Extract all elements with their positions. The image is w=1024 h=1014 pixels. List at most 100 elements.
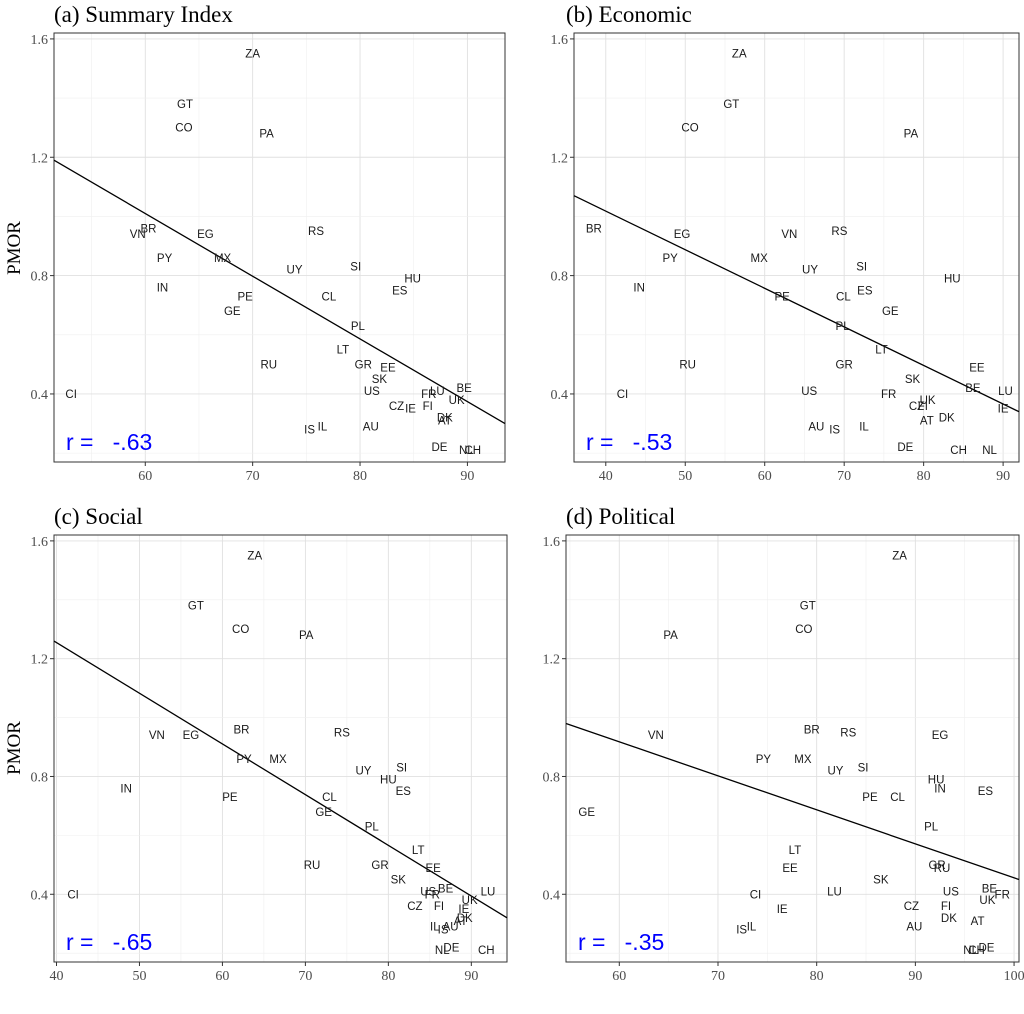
data-point-label: DK <box>941 913 957 925</box>
data-point-label: BR <box>804 724 820 736</box>
data-point-label: AT <box>971 916 985 928</box>
data-point-label: RS <box>334 727 350 739</box>
data-point-label: FR <box>995 889 1010 901</box>
data-point-label: CL <box>836 291 851 303</box>
correlation-label: r = -.63 <box>66 429 152 455</box>
panel-4: (d) Political 60 70 80 90 100 0.4 0.8 1.2 1.6 ZA GT… <box>543 504 1024 984</box>
data-point-label: MX <box>751 253 769 265</box>
data-point-label: IL <box>430 922 440 934</box>
data-point-label: US <box>364 386 380 398</box>
data-point-label: CO <box>681 123 698 135</box>
panel-2: (b) Economic 40 50 60 70 80 90 0.4 0.8 1.2 1.6 ZA GT… <box>551 2 1020 484</box>
data-point-label: AT <box>438 416 452 428</box>
y-tick-label: 0.4 <box>31 888 49 903</box>
data-point-label: EG <box>674 229 691 241</box>
data-point-label: MX <box>214 253 232 265</box>
y-tick-label: 0.8 <box>31 270 49 285</box>
data-point-label: GE <box>882 306 899 318</box>
x-tick-label: 100 <box>1004 969 1024 984</box>
data-point-label: FI <box>423 401 433 413</box>
data-point-label: CZ <box>407 901 422 913</box>
data-point-label: LU <box>481 886 496 898</box>
data-point-label: ZA <box>892 551 907 563</box>
data-point-label: SI <box>856 262 867 274</box>
x-tick-label: 60 <box>215 969 229 984</box>
data-point-label: US <box>801 386 817 398</box>
data-point-label: MX <box>794 754 812 766</box>
x-tick-label: 70 <box>246 469 260 484</box>
data-point-label: VN <box>130 229 146 241</box>
data-point-label: DK <box>437 413 453 425</box>
data-point-label: HU <box>404 274 421 286</box>
panel-3: (c) Social 40 50 60 70 80 90 0.4 0.8 1.2 1.6 PMOR ZA… <box>4 504 508 984</box>
data-point-label: LT <box>875 345 888 357</box>
data-point-label: UY <box>355 766 371 778</box>
x-tick-label: 70 <box>298 969 312 984</box>
data-point-label: AU <box>906 922 922 934</box>
data-point-label: CH <box>968 945 985 957</box>
data-point-label: UK <box>979 895 995 907</box>
data-point-label: FR <box>881 389 896 401</box>
data-point-label: ES <box>392 285 408 297</box>
data-point-label: CL <box>322 792 337 804</box>
data-point-label: AT <box>454 916 468 928</box>
data-point-label: BE <box>438 883 454 895</box>
data-point-label: CI <box>617 389 629 401</box>
data-point-label: US <box>420 886 436 898</box>
data-point-label: SI <box>858 763 869 775</box>
y-tick-label: 1.2 <box>31 151 49 166</box>
data-point-label: UY <box>827 766 843 778</box>
panel-1: (a) Summary Index 60 70 80 90 0.4 0.8 1.2 1.6 PMO… <box>4 2 506 484</box>
data-point-label: IN <box>633 282 645 294</box>
x-tick-label: 70 <box>837 469 851 484</box>
data-point-label: CO <box>232 624 249 636</box>
y-tick-label: 0.8 <box>551 270 569 285</box>
data-point-label: VN <box>781 229 797 241</box>
data-point-label: IE <box>405 404 416 416</box>
data-point-label: GE <box>315 807 332 819</box>
data-point-label: UK <box>449 395 465 407</box>
data-point-label: DE <box>978 942 994 954</box>
data-point-label: FR <box>421 389 436 401</box>
data-point-label: VN <box>149 730 165 742</box>
data-point-label: PL <box>836 321 851 333</box>
data-point-label: FI <box>918 401 928 413</box>
data-point-label: GT <box>723 99 739 111</box>
x-tick-label: 70 <box>711 969 725 984</box>
data-point-label: DE <box>432 442 448 454</box>
data-point-label: IL <box>859 421 869 433</box>
data-point-label: CH <box>478 945 495 957</box>
x-tick-label: 90 <box>460 469 474 484</box>
data-point-label: GR <box>355 359 372 371</box>
data-point-label: AU <box>808 421 824 433</box>
y-axis-label: PMOR <box>4 221 25 275</box>
y-tick-label: 1.2 <box>31 653 49 668</box>
data-point-label: GT <box>188 601 204 613</box>
data-point-label: EG <box>932 730 949 742</box>
data-point-label: SI <box>350 262 361 274</box>
x-tick-label: 80 <box>810 969 824 984</box>
y-axis-label: PMOR <box>4 721 25 775</box>
y-tick-label: 1.6 <box>543 535 561 550</box>
data-point-label: PE <box>222 792 238 804</box>
data-point-label: HU <box>944 274 961 286</box>
regression-line <box>565 722 1020 881</box>
y-tick-label: 1.6 <box>31 535 49 550</box>
correlation-label: r = -.65 <box>66 929 152 955</box>
data-point-label: CO <box>795 624 812 636</box>
y-tick-label: 1.2 <box>551 151 569 166</box>
data-point-label: BE <box>457 383 473 395</box>
data-point-label: CI <box>750 889 762 901</box>
data-point-label: BE <box>965 383 981 395</box>
data-point-label: GT <box>800 601 816 613</box>
plot-frame <box>573 32 1020 463</box>
data-point-label: LT <box>412 845 425 857</box>
y-tick-label: 0.4 <box>551 388 569 403</box>
data-point-label: DE <box>443 942 459 954</box>
y-tick-label: 0.4 <box>543 888 561 903</box>
data-point-label: PE <box>237 291 253 303</box>
data-point-label: PE <box>775 291 791 303</box>
x-tick-label: 60 <box>138 469 152 484</box>
data-point-label: SK <box>391 875 407 887</box>
